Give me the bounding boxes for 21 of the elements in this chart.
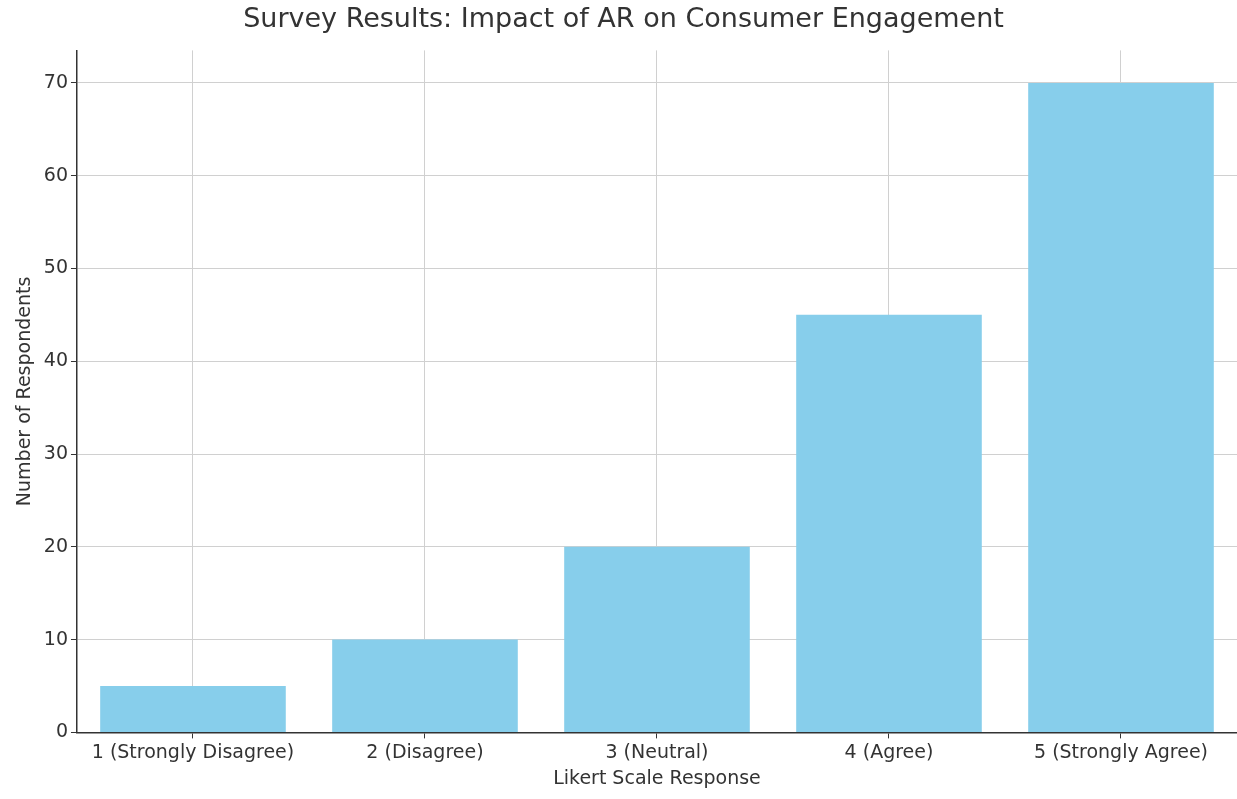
x-tick-label: 5 (Strongly Agree) [1034, 739, 1208, 762]
y-tick-label: 30 [43, 440, 68, 463]
x-tick-label: 3 (Neutral) [605, 739, 709, 762]
chart-title: Survey Results: Impact of AR on Consumer Engagement [243, 2, 1004, 34]
bar [564, 546, 750, 732]
x-axis-title: Likert Scale Response [553, 765, 761, 788]
x-tick-label: 4 (Agree) [844, 739, 934, 762]
y-tick-label: 70 [43, 69, 68, 92]
y-tick-label: 60 [43, 162, 68, 185]
y-tick-label: 20 [43, 533, 68, 556]
y-tick-label: 50 [43, 255, 68, 278]
bar [100, 686, 286, 732]
x-tick-label: 2 (Disagree) [366, 739, 484, 762]
y-tick-label: 40 [43, 348, 68, 371]
bar [796, 314, 982, 732]
y-tick-label: 10 [43, 626, 68, 649]
x-tick-label: 1 (Strongly Disagree) [91, 739, 295, 762]
bar [332, 639, 518, 732]
y-tick-label: 0 [55, 719, 68, 742]
bar [1028, 82, 1214, 732]
y-axis-title: Number of Respondents [12, 276, 35, 507]
